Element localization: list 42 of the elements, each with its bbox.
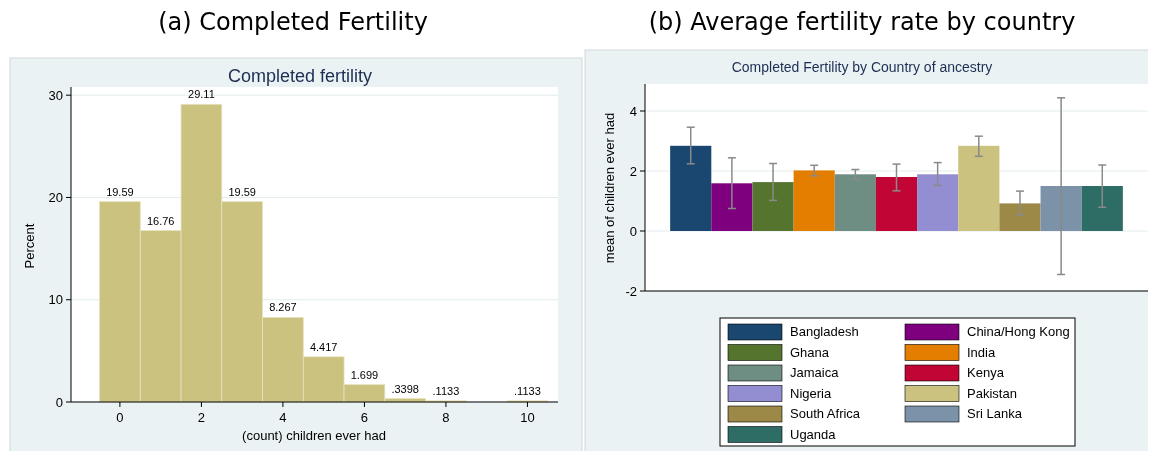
y-tick-label: -2 <box>625 283 637 299</box>
data-label: 8.267 <box>269 301 297 314</box>
data-label: 19.59 <box>228 185 256 198</box>
chart-subtitle: Completed Fertility by Country of ancestry <box>731 59 993 75</box>
x-tick-label: 8 <box>442 410 450 425</box>
legend-label: South Africa <box>790 406 861 421</box>
legend-label: Uganda <box>790 426 837 442</box>
data-label: 16.76 <box>146 214 175 227</box>
data-label: .3398 <box>391 382 419 395</box>
legend-label: Ghana <box>790 344 830 360</box>
y-tick-label: 0 <box>55 394 63 410</box>
chart-title: (b) Average fertility rate by country <box>648 8 1076 36</box>
chart-subtitle: Completed fertility <box>227 66 373 86</box>
x-tick-label: 10 <box>520 410 535 425</box>
legend-label: Pakistan <box>967 385 1017 401</box>
legend-label: Bangladesh <box>790 324 859 339</box>
x-tick-label: 0 <box>116 410 124 425</box>
y-axis-title: mean of children ever had <box>602 112 617 264</box>
x-tick-label: 2 <box>197 410 206 425</box>
x-tick-label: 6 <box>360 410 369 425</box>
legend-label: China/Hong Kong <box>967 324 1070 339</box>
chart-title: (a) Completed Fertility <box>158 8 428 36</box>
legend-label: Nigeria <box>790 385 832 401</box>
legend-label: Jamaica <box>790 365 840 380</box>
data-label: .1133 <box>432 384 460 397</box>
y-tick-label: 2 <box>629 163 637 179</box>
x-axis-title: (count) children ever had <box>242 428 386 443</box>
y-tick-label: 30 <box>48 87 63 103</box>
y-tick-label: 4 <box>629 103 637 119</box>
data-label: 1.699 <box>350 368 379 381</box>
x-tick-label: 4 <box>279 410 287 425</box>
legend-label: Sri Lanka <box>967 406 1023 421</box>
legend-label: India <box>967 344 996 360</box>
y-tick-label: 20 <box>48 190 63 205</box>
data-label: .1133 <box>514 384 541 397</box>
data-label: 29.11 <box>188 88 215 101</box>
data-label: 19.59 <box>106 185 134 198</box>
y-tick-label: 0 <box>629 223 637 239</box>
legend-label: Kenya <box>967 365 1005 380</box>
y-axis-title: Percent <box>22 223 37 269</box>
y-tick-label: 10 <box>48 292 63 308</box>
data-label: 4.417 <box>309 340 338 353</box>
